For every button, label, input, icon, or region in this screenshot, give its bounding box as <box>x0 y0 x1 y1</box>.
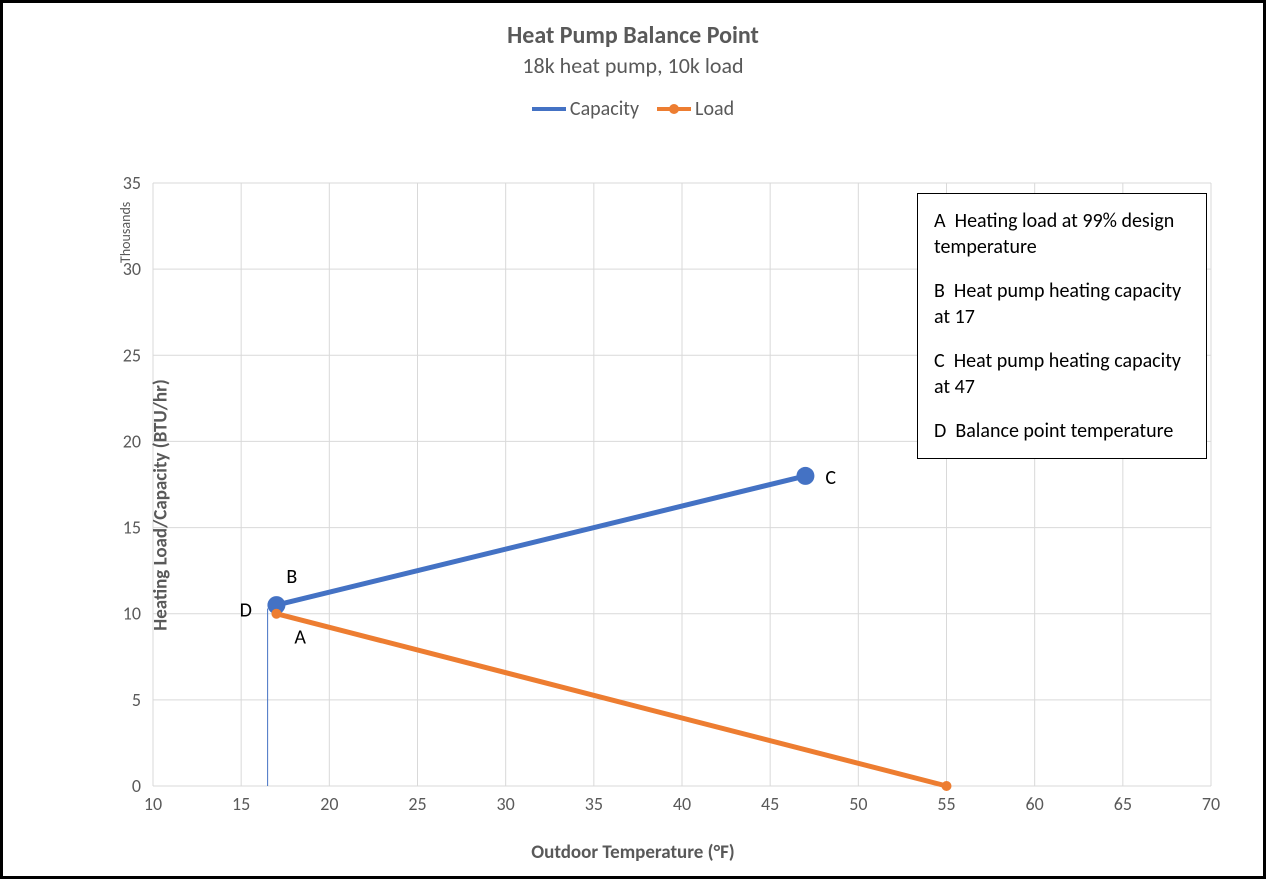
annotation-D: D Balance point temperature <box>934 418 1190 444</box>
y-tick: 35 <box>123 172 141 194</box>
y-tick: 25 <box>123 344 141 366</box>
marker-capacity-1 <box>796 467 814 485</box>
legend-item-load: Load <box>657 97 734 121</box>
y-tick: 10 <box>123 603 141 625</box>
chart-subtitle: 18k heat pump, 10k load <box>3 52 1263 79</box>
y-tick: 20 <box>123 430 141 452</box>
plot-area: Heating Load/Capacity (BTU/hr) 10 15 20 25 3… <box>43 163 1223 846</box>
marker-load-0 <box>271 609 281 619</box>
legend-label-load: Load <box>695 97 734 121</box>
point-label-B: B <box>286 565 297 589</box>
point-label-A: A <box>294 626 306 650</box>
point-label-D: D <box>240 599 252 623</box>
x-tick: 20 <box>320 793 338 815</box>
x-axis-title: Outdoor Temperature (°F) <box>531 841 734 864</box>
chart-title: Heat Pump Balance Point <box>3 21 1263 50</box>
x-tick: 15 <box>232 793 250 815</box>
y-axis-title: Heating Load/Capacity (BTU/hr) <box>149 379 172 631</box>
annotation-box: A Heating load at 99% design temperature… <box>917 193 1207 459</box>
x-tick: 25 <box>408 793 426 815</box>
marker-load-1 <box>942 781 952 791</box>
annotation-B: B Heat pump heating capacity at 17 <box>934 278 1190 330</box>
x-tick: 45 <box>761 793 779 815</box>
series-capacity <box>276 476 805 605</box>
x-tick: 40 <box>673 793 691 815</box>
x-tick: 65 <box>1114 793 1132 815</box>
point-label-C: C <box>825 466 836 490</box>
y-tick: 0 <box>132 775 141 797</box>
x-tick: 50 <box>849 793 867 815</box>
x-tick: 70 <box>1202 793 1220 815</box>
chart-frame: Heat Pump Balance Point 18k heat pump, 1… <box>0 0 1266 879</box>
legend-item-capacity: Capacity <box>532 97 639 121</box>
y-tick: 15 <box>123 517 141 539</box>
annotation-A: A Heating load at 99% design temperature <box>934 208 1190 260</box>
legend-swatch-load <box>657 103 691 115</box>
x-tick: 60 <box>1026 793 1044 815</box>
annotation-C: C Heat pump heating capacity at 47 <box>934 348 1190 400</box>
legend-label-capacity: Capacity <box>570 97 639 121</box>
x-tick: 35 <box>585 793 603 815</box>
legend-swatch-capacity <box>532 107 566 111</box>
x-tick: 55 <box>937 793 955 815</box>
x-tick: 10 <box>144 793 162 815</box>
legend: Capacity Load <box>3 97 1263 121</box>
y-axis-unit: Thousands <box>117 202 134 263</box>
y-tick: 5 <box>132 689 141 711</box>
x-tick: 30 <box>497 793 515 815</box>
